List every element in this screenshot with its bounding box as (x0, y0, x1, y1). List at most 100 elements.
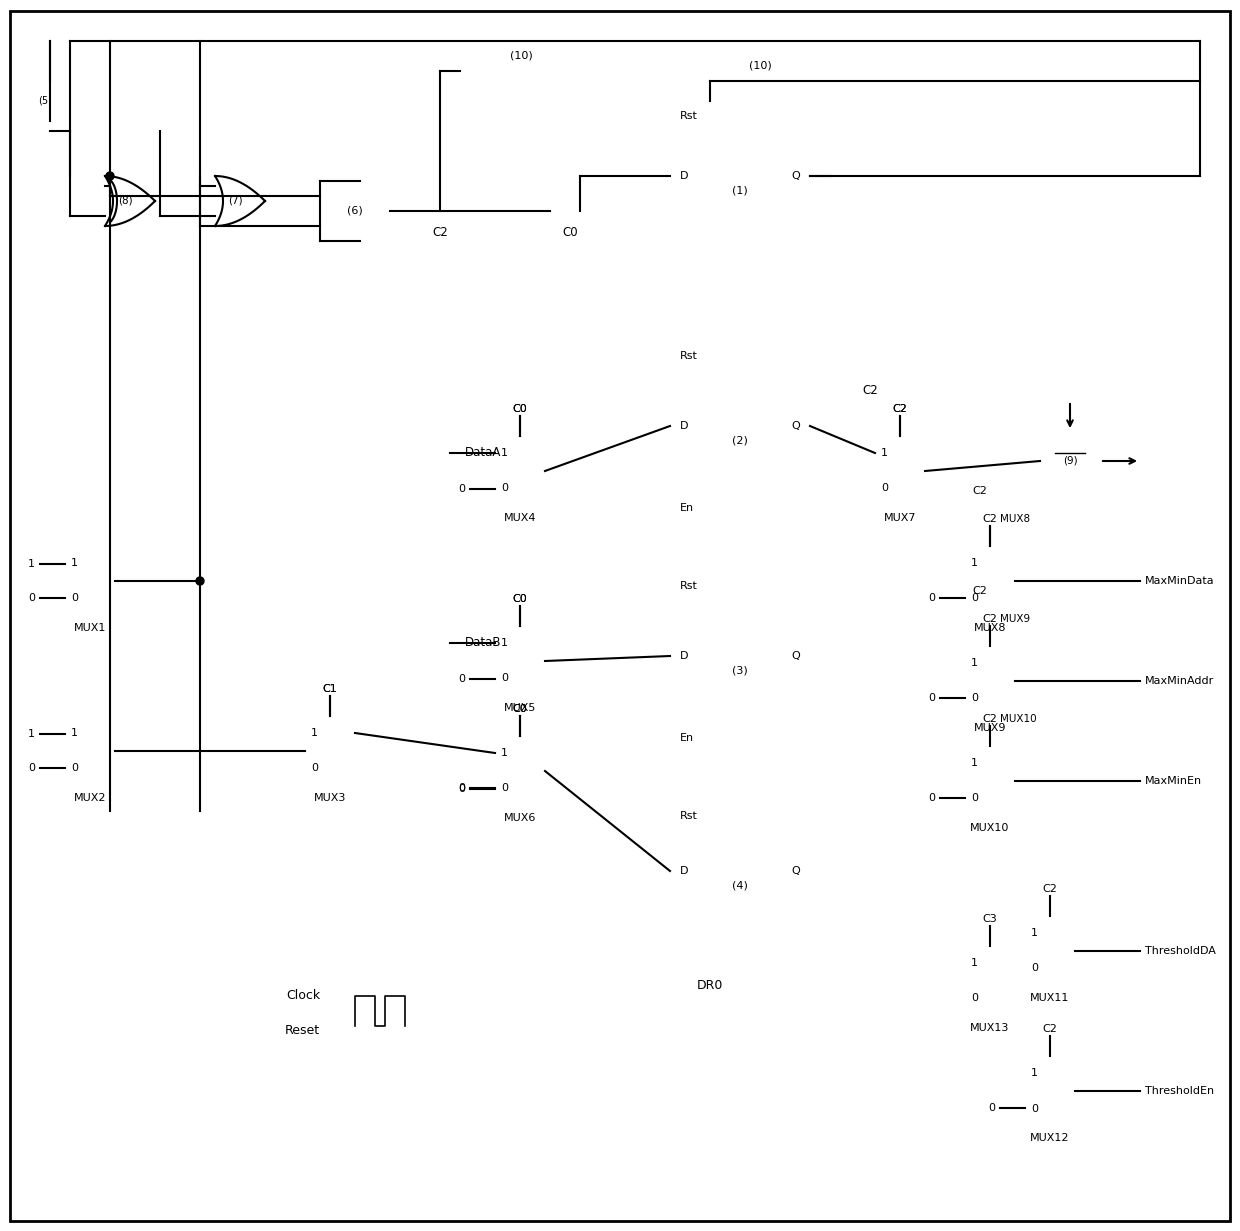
Text: 1: 1 (971, 559, 978, 569)
Circle shape (196, 577, 205, 585)
Polygon shape (64, 716, 115, 787)
Polygon shape (965, 746, 1016, 816)
Text: (4): (4) (732, 881, 748, 891)
Text: C2: C2 (982, 714, 997, 724)
Text: C0: C0 (512, 595, 527, 604)
Text: C2: C2 (862, 384, 878, 398)
Text: MUX13: MUX13 (971, 1023, 1009, 1033)
Text: ThresholdDA: ThresholdDA (1145, 945, 1216, 956)
Text: C0: C0 (562, 227, 578, 239)
Text: 1: 1 (880, 448, 888, 458)
Bar (670, 571, 810, 751)
Text: DR0: DR0 (697, 980, 723, 992)
Text: C2: C2 (432, 227, 448, 239)
Text: 1: 1 (29, 559, 35, 569)
Text: 0: 0 (971, 993, 978, 1003)
Text: 1: 1 (971, 659, 978, 668)
Text: (1): (1) (732, 186, 748, 196)
Text: MaxMinEn: MaxMinEn (1145, 776, 1202, 787)
Text: Q: Q (791, 651, 800, 661)
Text: 0: 0 (501, 783, 508, 794)
Text: Q: Q (791, 171, 800, 181)
Polygon shape (965, 945, 1016, 1016)
Text: 0: 0 (71, 593, 78, 603)
Text: C0: C0 (512, 404, 527, 414)
Text: MUX2: MUX2 (73, 793, 107, 803)
Circle shape (105, 172, 114, 180)
Text: 1: 1 (1030, 928, 1038, 938)
Text: 0: 0 (928, 593, 935, 603)
Text: (3): (3) (732, 666, 748, 676)
Text: 0: 0 (29, 763, 35, 773)
Text: DataA: DataA (465, 447, 501, 459)
Text: C0: C0 (512, 704, 527, 714)
Text: MUX11: MUX11 (1030, 993, 1070, 1003)
Text: ThresholdEn: ThresholdEn (1145, 1086, 1214, 1096)
Polygon shape (1025, 1056, 1075, 1126)
Text: MUX9: MUX9 (973, 723, 1006, 732)
Text: Rst: Rst (680, 811, 698, 821)
Text: D: D (680, 865, 688, 876)
Text: C2: C2 (972, 486, 987, 496)
Text: MUX8: MUX8 (973, 623, 1006, 633)
Text: C1: C1 (322, 684, 337, 694)
Text: Rst: Rst (680, 351, 698, 361)
Polygon shape (64, 547, 115, 616)
Text: (10): (10) (510, 50, 533, 62)
Text: Clock: Clock (286, 990, 320, 1002)
Text: 0: 0 (971, 794, 978, 804)
Text: 0: 0 (501, 673, 508, 683)
Circle shape (340, 971, 420, 1051)
Text: (5): (5) (38, 96, 52, 106)
Text: (10): (10) (749, 62, 771, 71)
Text: MUX8: MUX8 (999, 515, 1030, 524)
Text: Reset: Reset (285, 1024, 320, 1038)
Text: C0: C0 (512, 404, 527, 414)
Text: D: D (680, 651, 688, 661)
Text: 0: 0 (928, 793, 935, 803)
Text: C3: C3 (982, 913, 997, 924)
Text: 0: 0 (971, 693, 978, 703)
Text: Q: Q (791, 421, 800, 431)
Text: 1: 1 (1030, 1069, 1038, 1078)
Text: MaxMinData: MaxMinData (1145, 576, 1215, 586)
Text: C2: C2 (972, 586, 987, 596)
Bar (670, 101, 810, 261)
Text: (8): (8) (118, 196, 133, 206)
Text: 0: 0 (71, 763, 78, 773)
Text: D: D (680, 421, 688, 431)
Text: (7): (7) (228, 196, 242, 206)
Bar (660, 961, 760, 1011)
Text: 1: 1 (501, 448, 508, 458)
Text: 0: 0 (458, 675, 465, 684)
Text: MUX10: MUX10 (971, 824, 1009, 833)
Polygon shape (1025, 916, 1075, 986)
Text: 0: 0 (311, 763, 317, 773)
Text: (6): (6) (347, 206, 363, 215)
Text: 1: 1 (501, 639, 508, 649)
Polygon shape (495, 736, 546, 806)
Polygon shape (875, 436, 925, 506)
Polygon shape (495, 627, 546, 696)
Text: 1: 1 (311, 729, 317, 739)
Text: 0: 0 (458, 783, 465, 793)
Circle shape (60, 96, 69, 106)
Text: MaxMinAddr: MaxMinAddr (1145, 676, 1214, 686)
Text: 0: 0 (1030, 1103, 1038, 1114)
Text: 0: 0 (1030, 964, 1038, 974)
Text: DataB: DataB (465, 636, 501, 650)
Text: MUX7: MUX7 (884, 513, 916, 523)
Text: MUX6: MUX6 (503, 812, 536, 824)
Text: C0: C0 (512, 595, 527, 604)
Text: 0: 0 (928, 693, 935, 703)
Polygon shape (35, 81, 64, 121)
Text: MUX4: MUX4 (503, 513, 536, 523)
Text: MUX3: MUX3 (314, 793, 346, 803)
Text: C2: C2 (982, 515, 997, 524)
Text: C2: C2 (1043, 1024, 1058, 1034)
Text: 0: 0 (458, 784, 465, 794)
Text: 1: 1 (71, 729, 78, 739)
Text: C2: C2 (893, 404, 908, 414)
Text: 1: 1 (29, 729, 35, 739)
Text: 0: 0 (880, 484, 888, 494)
